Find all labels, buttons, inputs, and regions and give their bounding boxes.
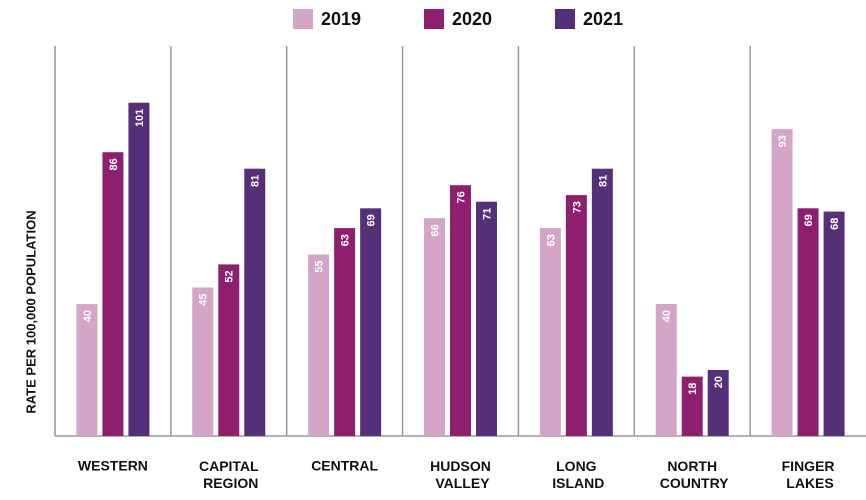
value-label: 69 [366, 214, 378, 226]
value-label: 40 [661, 310, 673, 322]
value-label: 101 [134, 109, 146, 127]
bar [218, 264, 240, 436]
legend-label: 2020 [452, 9, 492, 29]
bar [476, 201, 497, 436]
value-label: 20 [713, 376, 725, 388]
legend-swatch [555, 9, 575, 29]
x-tick-label: FINGER LAKES [782, 458, 835, 491]
value-label: 93 [777, 135, 789, 147]
bar [591, 168, 613, 436]
value-label: 86 [108, 158, 120, 170]
value-label: 63 [545, 234, 557, 246]
value-label: 63 [340, 234, 352, 246]
x-tick-label: HUDSON VALLEY [430, 458, 491, 491]
bar [128, 102, 150, 436]
bar [360, 208, 382, 436]
bar [655, 304, 677, 436]
bar [681, 376, 703, 436]
bar [450, 185, 471, 436]
bar [565, 195, 587, 436]
value-label: 18 [687, 383, 699, 395]
bar [707, 370, 729, 436]
bar [102, 152, 124, 436]
value-label: 81 [250, 175, 262, 187]
x-tick-label: WESTERN [78, 458, 148, 474]
bar [823, 211, 845, 436]
legend-swatch [424, 9, 444, 29]
bar [308, 254, 330, 436]
bar [334, 228, 356, 436]
value-label: 81 [597, 175, 609, 187]
legend-swatch [293, 9, 313, 29]
value-label: 52 [224, 270, 236, 282]
value-label: 71 [481, 208, 493, 220]
legend-label: 2021 [583, 9, 623, 29]
value-label: 55 [314, 261, 326, 273]
x-tick-label: LONG ISLAND [548, 458, 604, 491]
y-axis-label: RATE PER 100,000 POPULATION [23, 210, 38, 413]
bar [424, 218, 445, 436]
value-label: 45 [198, 294, 210, 306]
x-tick-label: NORTH COUNTRY [656, 458, 729, 491]
x-tick-label: CENTRAL [311, 458, 378, 474]
value-label: 66 [429, 224, 441, 236]
bar [192, 287, 214, 436]
bar [797, 208, 819, 436]
x-tick-label: CAPITAL REGION [199, 458, 259, 491]
bar [76, 304, 98, 436]
legend-label: 2019 [321, 9, 361, 29]
value-label: 76 [455, 191, 467, 203]
value-label: 73 [571, 201, 583, 213]
value-label: 69 [803, 214, 815, 226]
value-label: 68 [829, 218, 841, 230]
bar [244, 168, 266, 436]
bar [539, 228, 561, 436]
value-label: 40 [82, 310, 94, 322]
bar [771, 129, 793, 436]
